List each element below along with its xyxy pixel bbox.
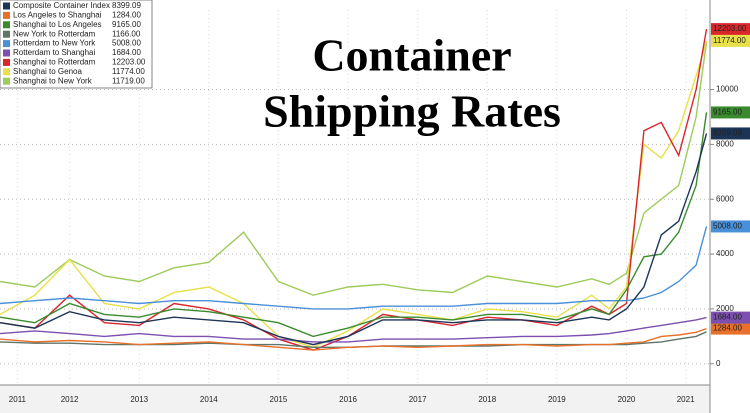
legend-label: Shanghai to Genoa (13, 67, 82, 76)
x-tick-label: 2016 (339, 395, 357, 404)
y-tick-label: 2000 (716, 304, 734, 313)
legend-label: Shanghai to New York (13, 76, 93, 85)
series-line (0, 316, 707, 343)
legend-swatch (3, 2, 10, 10)
axes: 0 2000 4000 6000 8000 10000 2011 2012 2013 2014 20… (9, 85, 739, 404)
legend-value: 1284.00 (112, 11, 141, 20)
x-tick-label: 2011 (9, 395, 27, 404)
x-tick-label: 2018 (478, 395, 496, 404)
series-line (0, 327, 707, 351)
x-tick-label: 2014 (200, 395, 218, 404)
legend: Composite Container Index 8399.09 Los Ange… (3, 1, 146, 85)
legend-swatch (3, 68, 10, 76)
tags: 8399.09 1284.00 9165.00 5008.00 1684.00 12203… (711, 23, 750, 335)
value-tag-label: 8399.09 (713, 129, 742, 138)
value-tag-label: 1684.00 (713, 313, 742, 322)
x-tick-label: 2013 (130, 395, 148, 404)
value-tag-label: 1284.00 (713, 324, 742, 333)
series-line (0, 112, 708, 338)
value-tag (711, 23, 750, 36)
legend-value: 8399.09 (112, 1, 141, 10)
legend-label: Shanghai to Rotterdam (13, 58, 96, 67)
value-tag (711, 34, 750, 47)
legend-label: Composite Container Index (13, 1, 110, 10)
series-line (0, 42, 708, 296)
legend-swatch (3, 30, 10, 38)
x-tick-label: 2015 (270, 395, 288, 404)
chart-title: Shipping Rates (263, 86, 561, 137)
legend-swatch (3, 49, 10, 57)
legend-label: Rotterdam to New York (13, 39, 96, 48)
value-tag-label: 11774.00 (713, 36, 746, 45)
value-tag-label: 9165.00 (713, 108, 742, 117)
legend-value: 9165.00 (112, 20, 141, 29)
x-tick-label: 2019 (548, 395, 566, 404)
legend-value: 11774.00 (112, 67, 145, 76)
x-axis-band (0, 385, 710, 413)
chart-title: Container (312, 30, 511, 81)
legend-value: 5008.00 (112, 39, 141, 48)
legend-value: 1684.00 (112, 48, 141, 57)
value-tag (711, 220, 750, 233)
x-tick-label: 2017 (409, 395, 427, 404)
legend-value: 1166.00 (112, 29, 141, 38)
value-tag (711, 127, 750, 140)
lines (0, 28, 708, 351)
legend-swatch (3, 21, 10, 29)
x-tick-label: 2021 (677, 395, 695, 404)
legend-box (0, 0, 153, 89)
legend-label: Rotterdam to Shanghai (13, 48, 95, 57)
legend-value: 12203.00 (112, 58, 146, 67)
series-line (0, 133, 708, 346)
legend-label: New York to Rotterdam (13, 29, 96, 38)
legend-swatch (3, 40, 10, 48)
value-tag (711, 106, 750, 119)
y-tick-label: 6000 (716, 194, 734, 203)
y-tick-label: 0 (716, 359, 721, 368)
series-line (0, 226, 708, 310)
legend-swatch (3, 58, 10, 66)
value-tag-label: 12203.00 (713, 24, 747, 33)
legend-swatch (3, 11, 10, 19)
legend-label: Shanghai to Los Angeles (13, 20, 102, 29)
y-tick-label: 4000 (716, 249, 734, 258)
legend-label: Los Angeles to Shanghai (13, 11, 102, 20)
value-tag (711, 311, 750, 324)
value-tag-label: 5008.00 (713, 222, 742, 231)
value-tag (711, 322, 750, 335)
legend-value: 11719.00 (112, 76, 145, 85)
legend-swatch (3, 77, 10, 85)
y-tick-label: 8000 (716, 139, 734, 148)
x-tick-label: 2012 (61, 395, 79, 404)
series-line (0, 40, 708, 349)
x-tick-label: 2020 (618, 395, 636, 404)
y-tick-label: 10000 (716, 85, 739, 94)
